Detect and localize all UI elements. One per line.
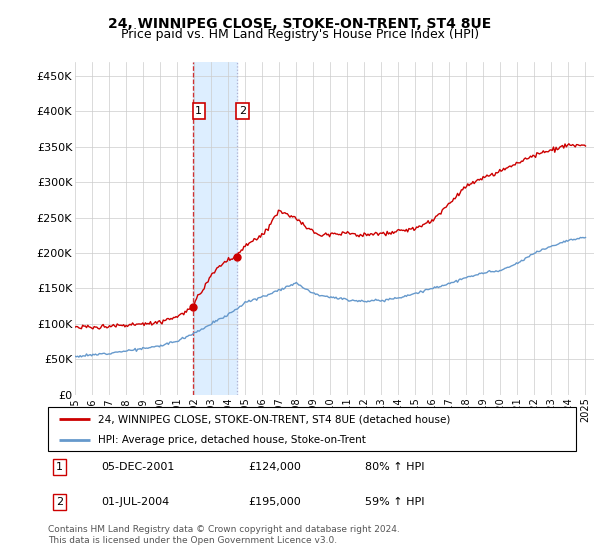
Text: 1: 1: [196, 106, 202, 116]
Text: 01-JUL-2004: 01-JUL-2004: [101, 497, 169, 507]
Text: 2: 2: [56, 497, 63, 507]
Text: 80% ↑ HPI: 80% ↑ HPI: [365, 462, 424, 472]
Text: HPI: Average price, detached house, Stoke-on-Trent: HPI: Average price, detached house, Stok…: [98, 435, 366, 445]
Text: 1: 1: [56, 462, 63, 472]
Text: 24, WINNIPEG CLOSE, STOKE-ON-TRENT, ST4 8UE: 24, WINNIPEG CLOSE, STOKE-ON-TRENT, ST4 …: [109, 17, 491, 31]
Text: Contains HM Land Registry data © Crown copyright and database right 2024.
This d: Contains HM Land Registry data © Crown c…: [48, 525, 400, 545]
Text: 05-DEC-2001: 05-DEC-2001: [101, 462, 174, 472]
Text: £124,000: £124,000: [248, 462, 302, 472]
Text: 24, WINNIPEG CLOSE, STOKE-ON-TRENT, ST4 8UE (detached house): 24, WINNIPEG CLOSE, STOKE-ON-TRENT, ST4 …: [98, 414, 451, 424]
Text: £195,000: £195,000: [248, 497, 301, 507]
Text: 2: 2: [239, 106, 247, 116]
Text: Price paid vs. HM Land Registry's House Price Index (HPI): Price paid vs. HM Land Registry's House …: [121, 28, 479, 41]
Bar: [193, 62, 236, 395]
Text: 59% ↑ HPI: 59% ↑ HPI: [365, 497, 424, 507]
